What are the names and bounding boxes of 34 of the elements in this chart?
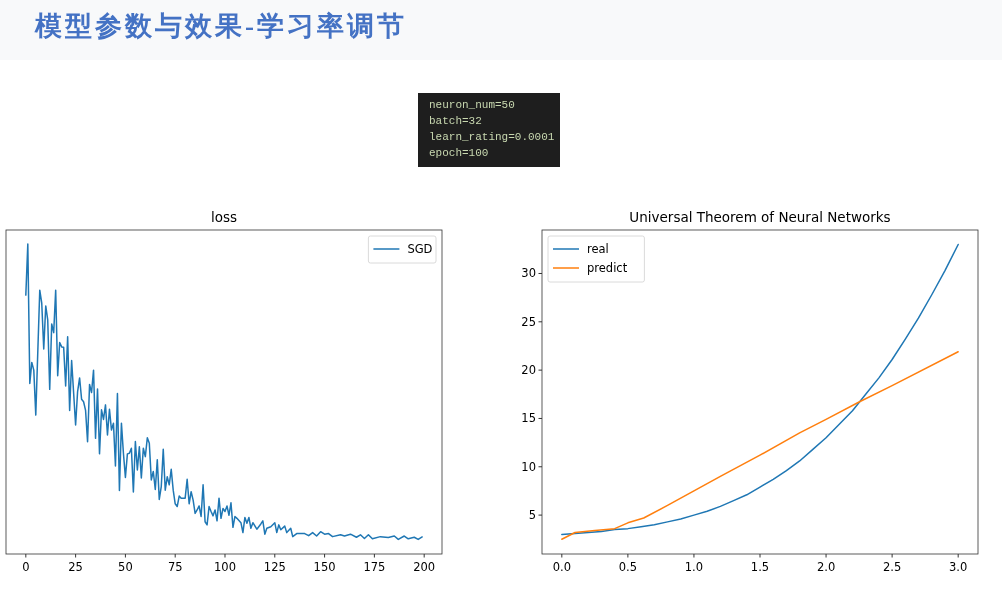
x-tick-label: 150	[313, 560, 336, 574]
y-tick-label: 10	[521, 459, 536, 474]
y-tick-label: 25	[521, 314, 536, 329]
legend-label: predict	[587, 261, 628, 275]
x-tick-label: 25	[68, 560, 83, 574]
chart-title: Universal Theorem of Neural Networks	[629, 209, 891, 225]
x-tick-label: 2.5	[882, 560, 902, 574]
text: epoch=100	[429, 147, 489, 159]
legend-label: SGD	[407, 242, 433, 256]
x-tick-label: 200	[413, 560, 436, 574]
x-tick-label: 75	[167, 560, 183, 574]
x-tick-label: 1.5	[750, 560, 770, 574]
text: 模型参数与效果-学习率调节	[34, 11, 407, 41]
x-tick-label: 2.0	[816, 560, 836, 574]
legend-label: real	[587, 242, 609, 256]
x-tick-label: 0.0	[552, 560, 571, 574]
x-tick-label: 100	[214, 560, 236, 574]
x-tick-label: 50	[118, 560, 133, 574]
chart-title: loss	[210, 209, 238, 225]
y-tick-label: 15	[521, 411, 536, 426]
x-tick-label: 0.5	[618, 560, 638, 574]
x-tick-label: 175	[363, 560, 386, 574]
x-tick-label: 3.0	[949, 560, 968, 574]
x-tick-label: 125	[263, 560, 286, 574]
text: batch=32	[429, 115, 482, 127]
x-tick-label: 1.0	[684, 560, 704, 574]
line-series	[561, 351, 959, 541]
y-tick-label: 5	[528, 508, 536, 523]
y-tick-label: 20	[521, 363, 536, 378]
y-tick-label: 30	[521, 266, 536, 281]
line-series	[561, 243, 959, 536]
text: learn_rating=0.0001	[429, 131, 555, 143]
text: neuron_num=50	[429, 99, 515, 111]
x-tick-label: 0	[22, 560, 30, 574]
